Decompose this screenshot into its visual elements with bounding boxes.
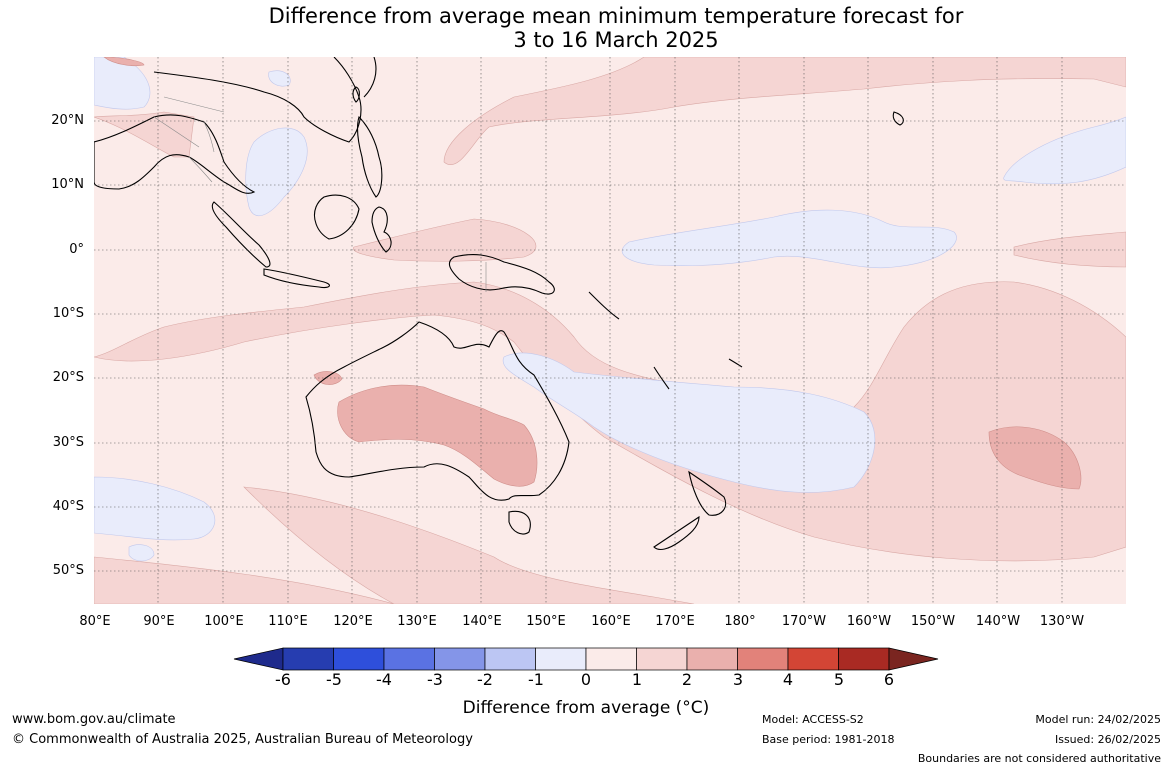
colorbar-segment [535,647,587,671]
issued-date: Issued: 26/02/2025 [1054,733,1161,746]
lat-label: 30°S [52,435,84,450]
anomaly-zone-neg1-0 [94,57,1126,562]
anomaly-map [94,57,1126,604]
lon-label: 150°E [526,614,566,629]
country-boundaries [153,96,487,292]
colorbar-segments [233,647,939,671]
colorbar-tick: 3 [732,670,744,689]
colorbar-segment [383,647,435,671]
coastlines [94,57,904,551]
colorbar-segment [484,647,536,671]
colorbar-segment [737,647,789,671]
lat-label: 10°S [52,306,84,321]
lon-label: 160°E [591,614,631,629]
colorbar-segment [787,647,839,671]
lon-label: 100°E [204,614,244,629]
lon-label: 170°E [655,614,695,629]
base-period: Base period: 1981-2018 [762,733,895,746]
colorbar-segment [686,647,738,671]
website-link[interactable]: www.bom.gov.au/climate [12,712,176,727]
colorbar-tick: 5 [833,670,845,689]
boundaries-disclaimer: Boundaries are not considered authoritat… [917,752,1161,765]
colorbar-tick: -2 [477,670,493,689]
colorbar-segment [888,647,939,671]
lat-label: 0° [69,242,84,257]
lon-label: 110°E [268,614,308,629]
lon-label: 160°W [846,614,892,629]
lon-label: 130°E [397,614,437,629]
colorbar-segment [838,647,890,671]
lon-label: 150°W [910,614,956,629]
lon-label: 180° [724,614,756,629]
colorbar-tick: 6 [883,670,895,689]
colorbar-tick: -5 [326,670,342,689]
colorbar-segment [434,647,486,671]
copyright-text: © Commonwealth of Australia 2025, Austra… [12,732,473,747]
lon-label: 120°E [333,614,373,629]
colorbar-tick: 1 [631,670,643,689]
lon-label: 80°E [79,614,111,629]
colorbar-tick: 2 [681,670,693,689]
lat-label: 10°N [51,177,84,192]
lat-label: 40°S [52,499,84,514]
colorbar-tick: 4 [782,670,794,689]
colorbar-tick: 0 [580,670,592,689]
colorbar [233,647,939,671]
colorbar-tick: -1 [528,670,544,689]
graticule [94,57,1126,604]
lat-label: 20°N [51,113,84,128]
colorbar-segment [282,647,334,671]
colorbar-tick: -3 [427,670,443,689]
colorbar-segment [233,647,284,671]
lat-label: 20°S [52,370,84,385]
model-run-date: Model run: 24/02/2025 [1035,713,1161,726]
lon-label: 140°W [975,614,1021,629]
lat-label: 50°S [52,563,84,578]
lon-label: 140°E [462,614,502,629]
model-name: Model: ACCESS-S2 [762,713,864,726]
lon-label: 170°W [781,614,827,629]
map-canvas [94,57,1126,604]
colorbar-tick: -6 [275,670,291,689]
colorbar-segment [585,647,637,671]
colorbar-segment [333,647,385,671]
lon-label: 130°W [1039,614,1085,629]
map-title-line1: Difference from average mean minimum tem… [268,4,964,28]
lon-label: 90°E [143,614,175,629]
colorbar-tick: -4 [376,670,392,689]
colorbar-segment [636,647,688,671]
colorbar-label: Difference from average (°C) [462,698,710,718]
map-title-line2: 3 to 16 March 2025 [513,28,719,52]
